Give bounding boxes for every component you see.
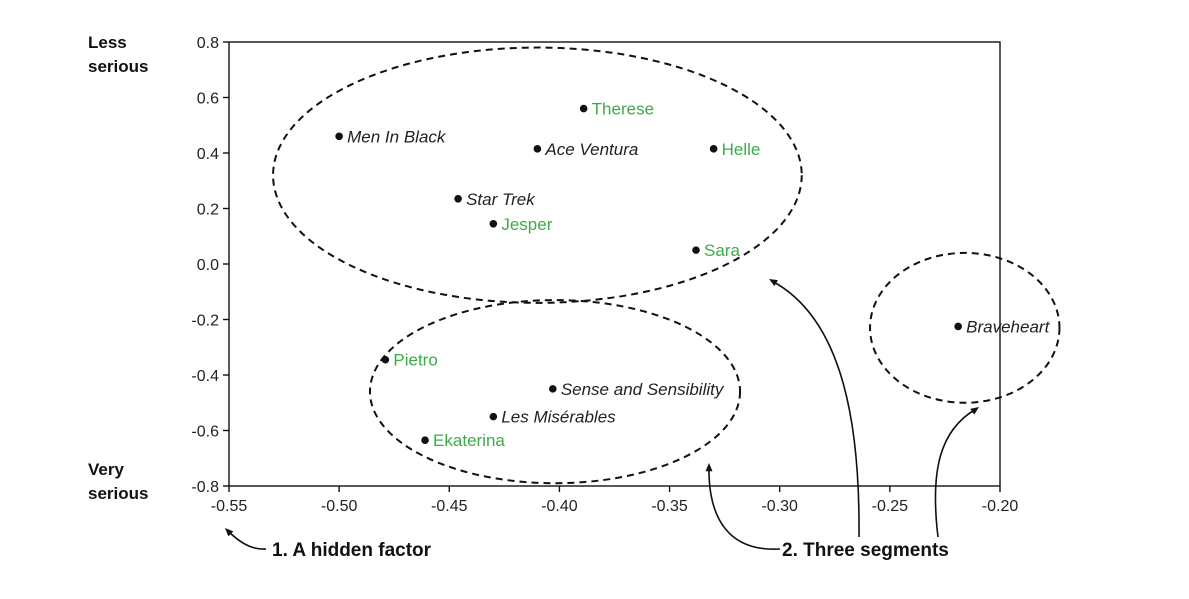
y-axis: 0.8 0.6 0.4 0.2 0.0 -0.2 -0.4 -0.6 -0.8 [191,35,229,496]
y-tick-label: 0.6 [197,91,219,108]
y-tick-label: 0.8 [197,35,219,52]
cluster-ellipses [272,46,1061,485]
y-top-label-line1: Less [88,33,127,52]
data-point-braveheart: Braveheart [954,317,1051,336]
point-label: Ace Ventura [544,140,638,159]
annotation-arrow [708,465,781,550]
point-label: Les Misérables [501,408,616,427]
point-marker [709,145,718,153]
point-label: Sara [704,241,740,260]
data-point-helle: Helle [709,140,761,159]
data-point-sara: Sara [692,241,740,260]
y-top-label-line2: serious [88,57,148,76]
point-label: Sense and Sensibility [561,380,725,399]
cluster-ellipse [368,299,742,485]
arrow-head [769,279,778,287]
point-label: Jesper [501,215,552,234]
y-tick-label: -0.4 [191,368,219,385]
x-tick-label: -0.35 [651,498,688,515]
point-label: Ekaterina [433,431,505,450]
y-bottom-label-line1: Very [88,460,124,479]
data-points: Therese Men In Black Ace Ventura Helle Star … [335,100,1051,450]
x-tick-label: -0.50 [321,498,358,515]
annotation-arrow [934,408,977,538]
arrow-head [225,528,234,537]
cluster-ellipse [272,46,803,304]
annotation-hidden-factor: 1. A hidden factor [272,540,432,561]
point-marker [692,246,700,254]
arrow-head [970,407,979,415]
x-tick-label: -0.25 [872,498,909,515]
data-point-sense-and-sensibility: Sense and Sensibility [549,380,725,399]
data-point-therese: Therese [579,100,654,119]
x-axis: -0.55 -0.50 -0.45 -0.40 -0.35 -0.30 -0.25 -0.20 [211,486,1019,515]
x-tick-label: -0.55 [211,498,248,515]
point-marker [549,385,557,393]
y-tick-label: 0.4 [197,146,219,163]
point-marker [454,194,462,203]
data-point-ekaterina: Ekaterina [421,431,505,450]
annotation-arrow [226,529,267,550]
y-tick-label: -0.6 [191,424,219,441]
point-marker [954,322,962,331]
x-tick-label: -0.40 [541,498,578,515]
y-tick-label: -0.2 [191,313,219,330]
data-point-star-trek: Star Trek [454,190,536,209]
data-point-ace-ventura: Ace Ventura [533,140,638,159]
point-marker [335,132,343,141]
y-tick-label: 0.2 [197,202,219,219]
point-label: Pietro [393,351,437,370]
point-marker [579,104,588,113]
annotation-arrow [771,280,860,538]
data-point-les-mis-rables: Les Misérables [489,408,616,427]
point-label: Men In Black [347,127,447,146]
arrow-head [705,463,713,472]
point-label: Braveheart [966,317,1050,336]
point-label: Star Trek [466,190,536,209]
point-marker [489,412,498,421]
annotation-arrows [225,279,979,550]
x-tick-label: -0.20 [982,498,1019,515]
point-label: Therese [592,100,654,119]
annotation-three-segments: 2. Three segments [782,540,949,561]
x-tick-label: -0.45 [431,498,468,515]
y-bottom-label-line2: serious [88,484,148,503]
point-label: Helle [722,140,761,159]
y-tick-label: 0.0 [197,257,219,274]
x-tick-label: -0.30 [761,498,798,515]
data-point-jesper: Jesper [489,215,553,234]
point-marker [421,436,429,445]
data-point-pietro: Pietro [381,351,438,370]
cluster-ellipse [869,251,1061,404]
y-tick-label: -0.8 [191,479,219,496]
data-point-men-in-black: Men In Black [335,127,447,146]
point-marker [533,145,542,153]
point-marker [489,219,498,228]
point-marker [381,355,390,364]
